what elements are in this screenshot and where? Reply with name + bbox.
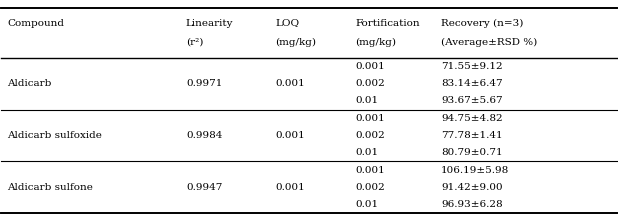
Text: 0.002: 0.002 [355, 131, 385, 140]
Text: Compound: Compound [7, 19, 64, 28]
Text: Recovery (n=3): Recovery (n=3) [441, 18, 523, 28]
Text: 0.001: 0.001 [355, 62, 385, 71]
Text: 91.42±9.00: 91.42±9.00 [441, 183, 503, 192]
Text: Fortification: Fortification [355, 19, 420, 28]
Text: 80.79±0.71: 80.79±0.71 [441, 148, 503, 157]
Text: 0.9984: 0.9984 [186, 131, 222, 140]
Text: (r²): (r²) [186, 38, 203, 47]
Text: Aldicarb: Aldicarb [7, 79, 52, 88]
Text: 0.001: 0.001 [355, 166, 385, 175]
Text: 0.9971: 0.9971 [186, 79, 222, 88]
Text: 0.001: 0.001 [355, 114, 385, 123]
Text: 0.001: 0.001 [275, 79, 305, 88]
Text: 0.002: 0.002 [355, 79, 385, 88]
Text: Aldicarb sulfone: Aldicarb sulfone [7, 183, 93, 192]
Text: 0.01: 0.01 [355, 148, 378, 157]
Text: (mg/kg): (mg/kg) [275, 38, 316, 47]
Text: 0.01: 0.01 [355, 200, 378, 209]
Text: LOQ: LOQ [275, 19, 299, 28]
Text: Linearity: Linearity [186, 19, 234, 28]
Text: 0.01: 0.01 [355, 96, 378, 105]
Text: (Average±RSD %): (Average±RSD %) [441, 38, 538, 47]
Text: 106.19±5.98: 106.19±5.98 [441, 166, 509, 175]
Text: 0.001: 0.001 [275, 131, 305, 140]
Text: 0.9947: 0.9947 [186, 183, 222, 192]
Text: 96.93±6.28: 96.93±6.28 [441, 200, 503, 209]
Text: 93.67±5.67: 93.67±5.67 [441, 96, 503, 105]
Text: 94.75±4.82: 94.75±4.82 [441, 114, 503, 123]
Text: 0.002: 0.002 [355, 183, 385, 192]
Text: 0.001: 0.001 [275, 183, 305, 192]
Text: Aldicarb sulfoxide: Aldicarb sulfoxide [7, 131, 103, 140]
Text: (mg/kg): (mg/kg) [355, 38, 396, 47]
Text: 77.78±1.41: 77.78±1.41 [441, 131, 503, 140]
Text: 71.55±9.12: 71.55±9.12 [441, 62, 503, 71]
Text: 83.14±6.47: 83.14±6.47 [441, 79, 503, 88]
